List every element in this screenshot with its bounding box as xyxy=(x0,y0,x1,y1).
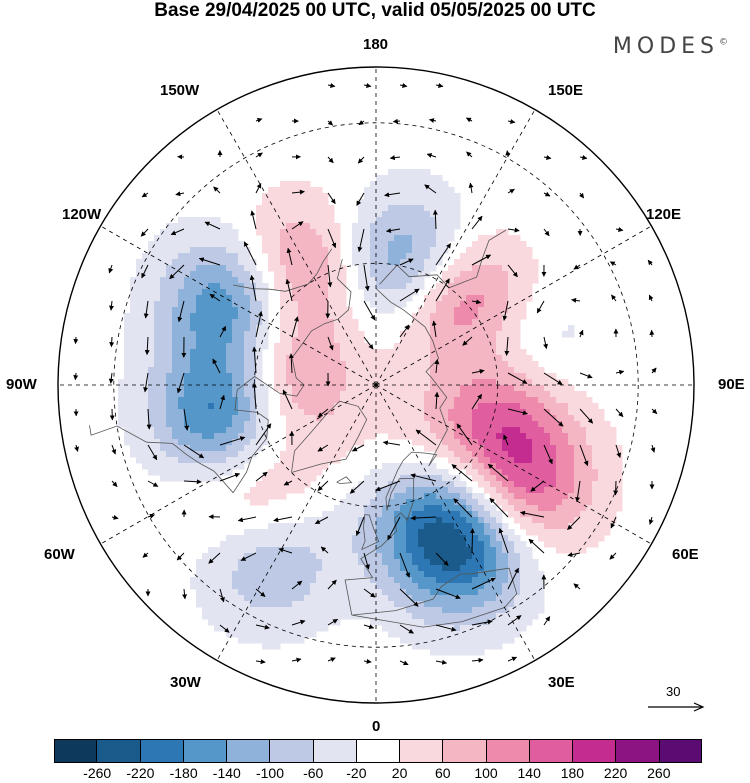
colorbar-bin xyxy=(443,739,487,763)
lon-label-90e: 90E xyxy=(718,376,745,393)
colorbar-bin xyxy=(227,739,271,763)
colorbar-bin xyxy=(659,739,702,763)
colorbar-tick-label: 260 xyxy=(647,765,671,781)
lon-label-60w: 60W xyxy=(44,546,75,563)
wind-scale-arrow xyxy=(648,702,705,712)
lon-label-120e: 120E xyxy=(646,206,682,223)
colorbar-ticks: -260 -220 -180 -140 -100 -60 -20 20 60 100 140 180 2… xyxy=(54,765,702,783)
lon-label-0: 0 xyxy=(372,718,381,735)
lon-label-150e: 150E xyxy=(548,82,584,99)
modes-logo: MODES© xyxy=(613,34,728,59)
colorbar-bin xyxy=(183,739,228,763)
colorbar-tick-label: -60 xyxy=(303,765,324,781)
chart-title: Base 29/04/2025 00 UTC, valid 05/05/2025… xyxy=(154,0,596,21)
lon-label-150w: 150W xyxy=(160,82,200,99)
colorbar-bin xyxy=(54,739,98,763)
colorbar-bin xyxy=(356,739,401,763)
colorbar-tick-label: -220 xyxy=(126,765,155,781)
colorbar-bin xyxy=(616,739,660,763)
wind-vectors xyxy=(73,83,658,666)
colorbar-bin xyxy=(400,739,444,763)
brand-mark: © xyxy=(719,37,728,48)
colorbar-bin xyxy=(140,739,184,763)
map-border xyxy=(57,66,695,704)
colorbar-tick-label: -100 xyxy=(255,765,285,781)
colorbar-bin xyxy=(270,739,314,763)
lon-label-60e: 60E xyxy=(672,546,699,563)
lon-label-30e: 30E xyxy=(548,674,575,691)
colorbar-bin xyxy=(529,739,574,763)
colorbar-tick-label: 180 xyxy=(560,765,585,781)
colorbar-bin xyxy=(97,739,141,763)
colorbar xyxy=(54,739,702,763)
colorbar-tick-label: 60 xyxy=(435,765,451,781)
lon-label-90w: 90W xyxy=(6,376,37,393)
lon-label-120w: 120W xyxy=(62,206,102,223)
lon-label-180: 180 xyxy=(363,36,389,53)
colorbar-tick-label: 140 xyxy=(517,765,541,781)
colorbar-tick-label: -260 xyxy=(83,765,112,781)
brand-name: MODES xyxy=(612,34,719,59)
lon-label-30w: 30W xyxy=(170,674,201,691)
colorbar-bin xyxy=(486,739,530,763)
colorbar-tick-label: 100 xyxy=(474,765,498,781)
anomaly-field xyxy=(118,169,623,656)
colorbar-tick-label: -20 xyxy=(346,765,367,781)
colorbar-tick-label: -180 xyxy=(169,765,198,781)
colorbar-tick-label: 220 xyxy=(603,765,628,781)
colorbar-bin xyxy=(313,739,357,763)
colorbar-tick-label: -140 xyxy=(212,765,241,781)
colorbar-bin xyxy=(573,739,617,763)
wind-scale-label: 30 xyxy=(666,684,681,699)
colorbar-tick-label: 20 xyxy=(391,765,408,781)
coastlines xyxy=(89,229,518,628)
graticule xyxy=(58,67,694,703)
